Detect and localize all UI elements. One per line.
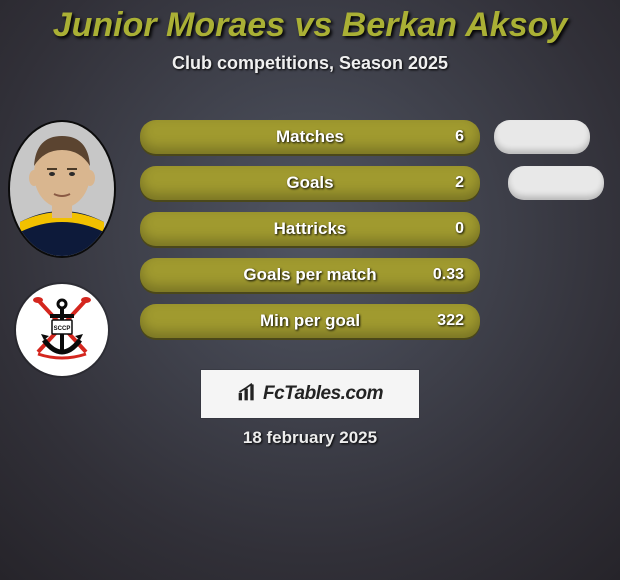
chart-icon bbox=[237, 382, 257, 407]
opp-chip-goals bbox=[508, 166, 604, 200]
stat-value: 2 bbox=[455, 166, 464, 200]
stat-value: 0 bbox=[455, 212, 464, 246]
brand-text: FcTables.com bbox=[263, 383, 383, 405]
stat-bar-matches: Matches 6 bbox=[140, 120, 480, 154]
stat-label: Min per goal bbox=[140, 304, 480, 338]
stat-bar-min-per-goal: Min per goal 322 bbox=[140, 304, 480, 338]
brand-logo[interactable]: FcTables.com bbox=[201, 370, 419, 418]
stat-bars: Matches 6 Goals 2 Hattricks 0 Goals per … bbox=[140, 120, 480, 350]
stat-label: Goals per match bbox=[140, 258, 480, 292]
player1-club-logo: SCCP bbox=[16, 284, 108, 376]
player1-column: SCCP bbox=[8, 120, 118, 376]
page-title: Junior Moraes vs Berkan Aksoy bbox=[0, 0, 620, 45]
page-subtitle: Club competitions, Season 2025 bbox=[0, 53, 620, 74]
stat-label: Goals bbox=[140, 166, 480, 200]
stat-bar-goals: Goals 2 bbox=[140, 166, 480, 200]
stat-bar-goals-per-match: Goals per match 0.33 bbox=[140, 258, 480, 292]
stat-bar-hattricks: Hattricks 0 bbox=[140, 212, 480, 246]
stat-value: 322 bbox=[437, 304, 464, 338]
date-text: 18 february 2025 bbox=[0, 428, 620, 448]
player1-avatar bbox=[8, 120, 116, 258]
opp-chip-matches bbox=[494, 120, 590, 154]
svg-text:SCCP: SCCP bbox=[54, 326, 71, 332]
stat-label: Matches bbox=[140, 120, 480, 154]
player2-column bbox=[494, 120, 604, 212]
stat-value: 0.33 bbox=[433, 258, 464, 292]
stat-label: Hattricks bbox=[140, 212, 480, 246]
stat-value: 6 bbox=[455, 120, 464, 154]
